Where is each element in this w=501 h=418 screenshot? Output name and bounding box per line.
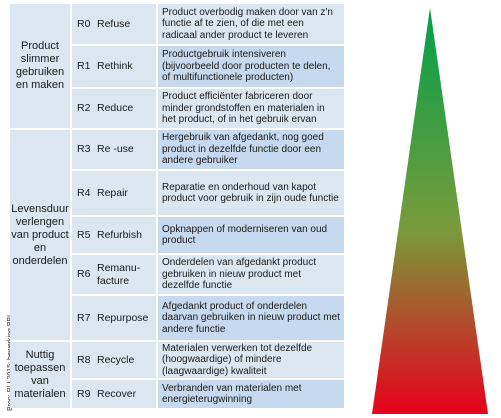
row-code-r1: R1 Rethink <box>72 46 156 87</box>
row-code-r0: R0 Refuse <box>72 4 156 44</box>
row-desc-r5: Opknappen of moderniseren van oud produc… <box>158 217 344 253</box>
gradient-triangle <box>372 8 488 414</box>
r-ladder-table: Product slimmer gebruiken en maken Leven… <box>10 4 344 408</box>
row-code-r3: R3 Re -use <box>72 130 156 169</box>
group-extend-lifespan: Levensduur verlengen van product en onde… <box>10 130 70 340</box>
row-code-r2: R2 Reduce <box>72 89 156 128</box>
row-code-r4: R4 Repair <box>72 171 156 215</box>
group-useful-application: Nuttig toepassen van materialen <box>10 342 70 408</box>
row-desc-r0: Product overbodig maken door van z'n fun… <box>158 4 344 44</box>
row-desc-r2: Product efficiënter fabriceren door mind… <box>158 89 344 128</box>
circularity-gradient-triangle <box>372 8 488 414</box>
row-desc-r7: Afgedankt product of onderdelen daarvan … <box>158 296 344 340</box>
row-code-r8: R8 Recycle <box>72 342 156 378</box>
row-desc-r1: Productgebruik intensiveren (bijvoorbeel… <box>158 46 344 87</box>
row-code-r6: R6 Remanu- facture <box>72 255 156 294</box>
row-desc-r9: Verbranden van materialen met energieter… <box>158 380 344 408</box>
group-smart-use: Product slimmer gebruiken en maken <box>10 4 70 128</box>
row-desc-r6: Onderdelen van afgedankt product gebruik… <box>158 255 344 294</box>
row-desc-r4: Reparatie en onderhoud van kapot product… <box>158 171 344 215</box>
row-code-r9: R9 Recover <box>72 380 156 408</box>
row-desc-r8: Materialen verwerken tot dezelfde (hoogw… <box>158 342 344 378</box>
row-code-r5: R5 Refurbish <box>72 217 156 253</box>
row-code-r7: R7 Repurpose <box>72 296 156 340</box>
row-desc-r3: Hergebruik van afgedankt, nog goed produ… <box>158 130 344 169</box>
